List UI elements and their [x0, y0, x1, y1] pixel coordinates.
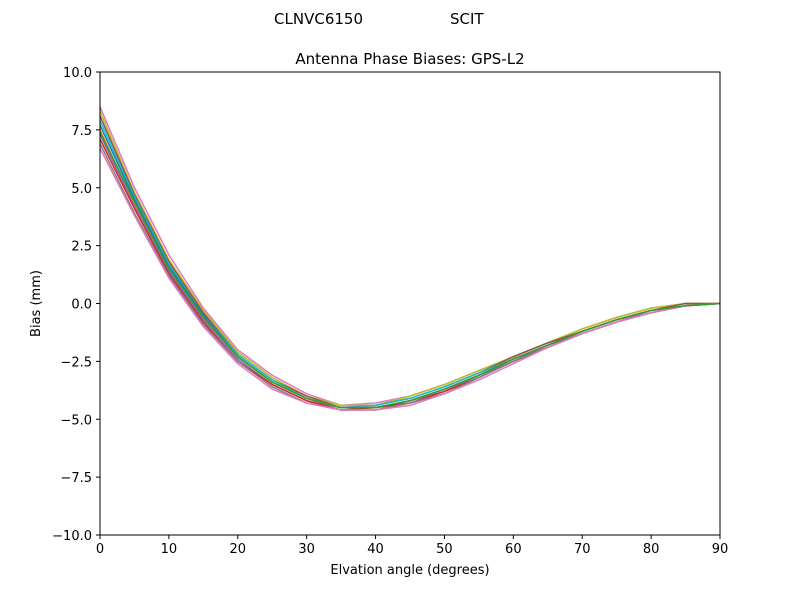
suptitle-right: SCIT	[450, 10, 484, 28]
x-tick-label: 50	[436, 542, 453, 557]
x-axis-label: Elvation angle (degrees)	[330, 563, 489, 578]
x-tick-label: 70	[574, 542, 591, 557]
x-tick-label: 90	[712, 542, 729, 557]
x-tick-label: 60	[505, 542, 522, 557]
y-tick-label: 2.5	[71, 240, 92, 255]
y-tick-label: −7.5	[60, 471, 92, 486]
x-tick-label: 10	[161, 542, 178, 557]
x-tick-label: 80	[643, 542, 660, 557]
y-tick-label: 7.5	[71, 124, 92, 139]
x-tick-label: 40	[367, 542, 384, 557]
y-axis-ticks: 10.0 7.5 5.0 2.5 0.0 −2.5 −5.0 −7.5 −10.0	[52, 66, 100, 544]
y-axis-label: Bias (mm)	[29, 270, 44, 337]
series-lines	[99, 106, 721, 411]
y-tick-label: −2.5	[60, 355, 92, 370]
x-tick-label: 30	[298, 542, 315, 557]
y-tick-label: 10.0	[63, 66, 92, 81]
x-tick-label: 0	[96, 542, 104, 557]
suptitle-left: CLNVC6150	[274, 10, 363, 28]
x-tick-label: 20	[230, 542, 247, 557]
x-axis-ticks: 0 10 20 30 40 50 60 70 80 90	[96, 535, 728, 557]
series-line-11	[99, 131, 721, 409]
series-line-2	[99, 111, 720, 407]
y-tick-label: 5.0	[71, 182, 92, 197]
series-line-10	[99, 148, 721, 411]
y-tick-label: −10.0	[52, 529, 92, 544]
y-tick-label: 0.0	[71, 298, 92, 313]
y-tick-label: −5.0	[60, 413, 92, 428]
chart-title: Antenna Phase Biases: GPS-L2	[295, 50, 524, 68]
